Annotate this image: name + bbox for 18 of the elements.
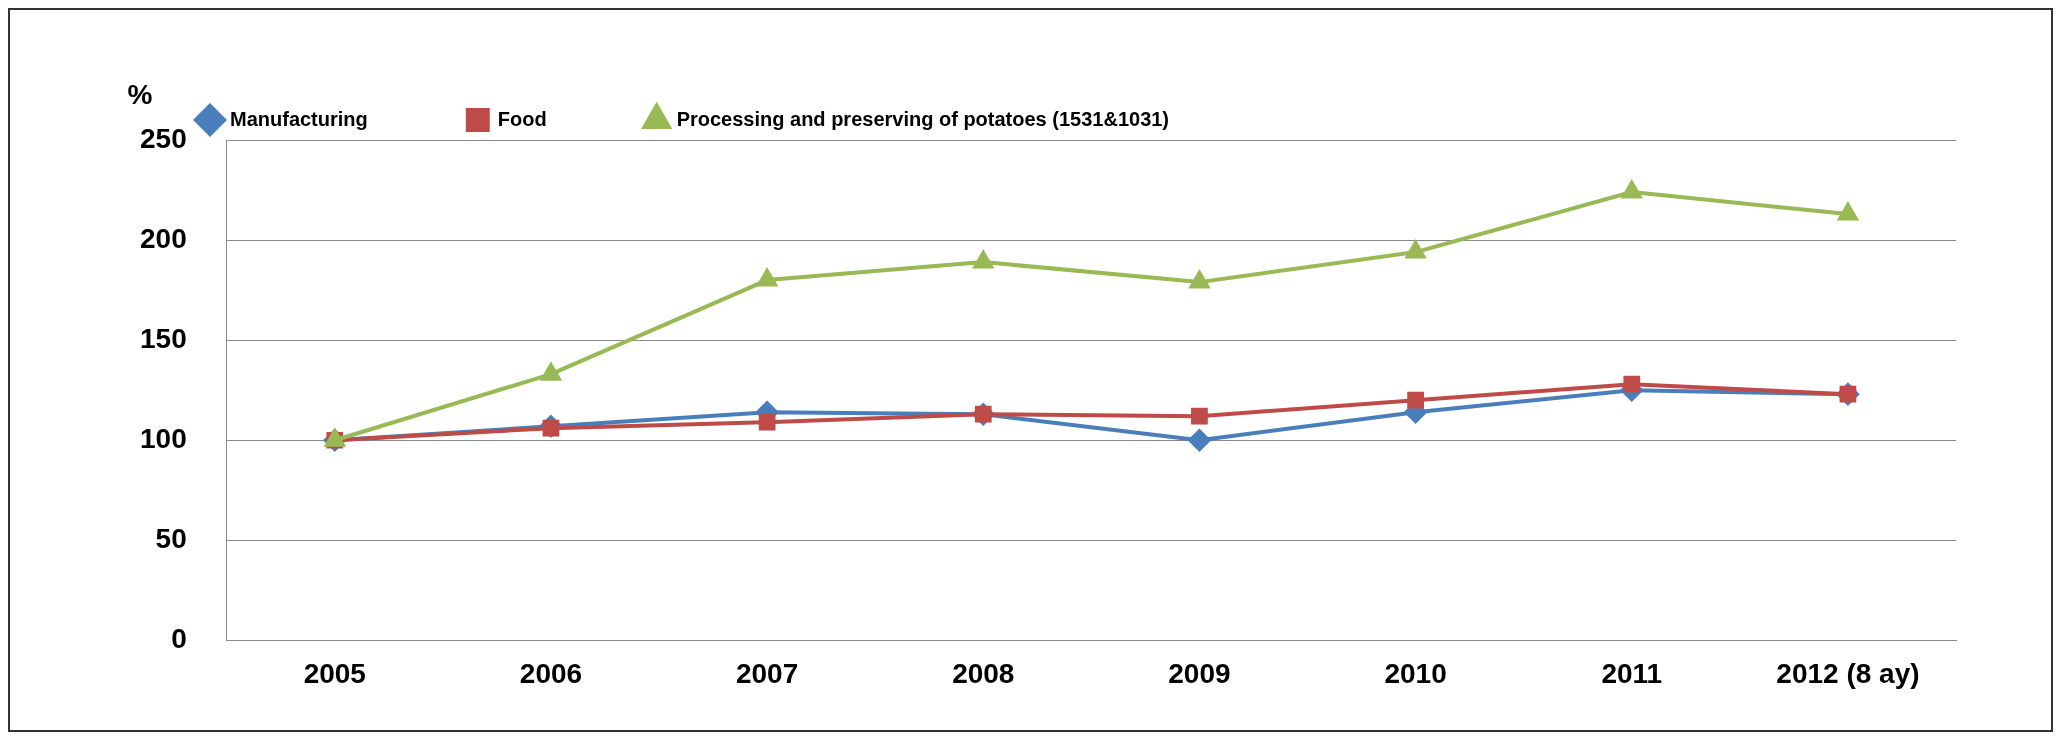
x-tick-label: 2007 — [735, 657, 799, 689]
x-tick-label: 2005 — [303, 657, 366, 689]
x-tick-label: 2009 — [1168, 657, 1231, 689]
x-tick-label: 2011 — [1601, 657, 1663, 689]
x-tick-label: 2006 — [519, 657, 583, 689]
y-tick-label: 250 — [140, 122, 187, 154]
y-axis-title: % — [127, 78, 153, 110]
x-tick-label: 2010 — [1384, 657, 1447, 689]
y-tick-label: 0 — [171, 623, 187, 655]
y-tick-label: 100 — [140, 422, 187, 454]
y-tick-label: 200 — [140, 222, 187, 254]
x-tick-label: 2008 — [952, 657, 1015, 689]
legend-label: Manufacturing — [230, 107, 368, 130]
y-tick-label: 150 — [140, 322, 187, 354]
legend-label: Processing and preserving of potatoes (1531&1031) — [676, 107, 1170, 130]
legend-label: Food — [497, 107, 547, 130]
y-tick-label: 50 — [155, 523, 187, 555]
x-tick-label: 2012 (8 ay) — [1776, 657, 1920, 689]
